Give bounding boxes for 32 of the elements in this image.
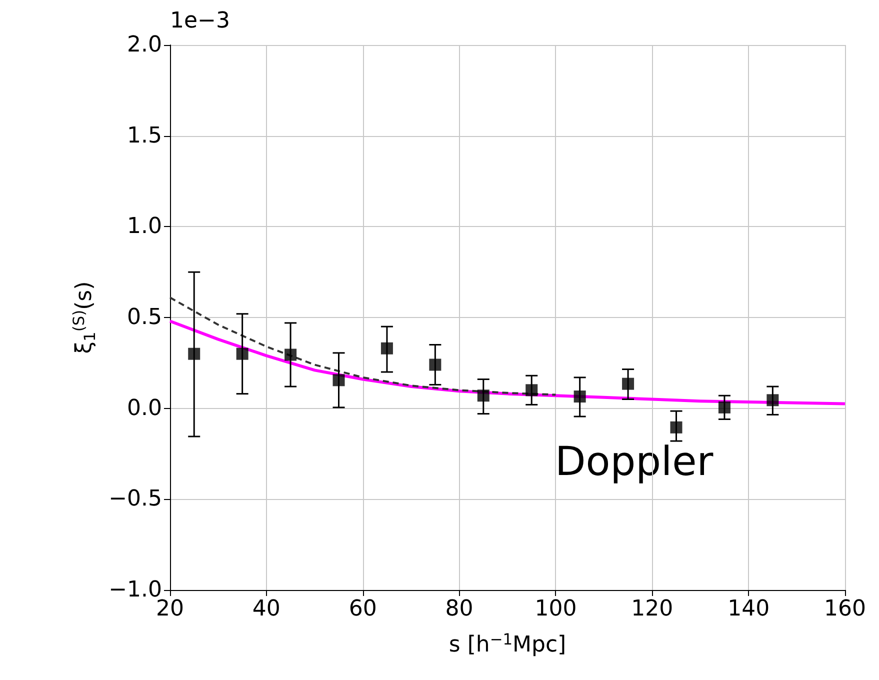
y-tick-label: 1.5 — [127, 123, 162, 148]
y-axis-title: ξ1(S)(s) — [70, 281, 100, 354]
x-tick-label: 160 — [824, 596, 866, 622]
point — [622, 378, 634, 390]
y-tick-label: 2.0 — [127, 32, 162, 58]
point — [574, 390, 586, 403]
x-tick-label: 40 — [252, 596, 280, 622]
point — [188, 348, 200, 360]
x-tick-label: 20 — [156, 596, 184, 622]
text: 1e−3 — [170, 8, 230, 34]
y-tick-label: 0.0 — [127, 396, 162, 421]
x-tick-label: 100 — [534, 596, 577, 622]
line-series — [169, 296, 557, 396]
point — [429, 358, 442, 371]
x-tick-label: 120 — [631, 596, 674, 622]
point — [670, 421, 682, 434]
point — [766, 394, 779, 406]
point — [332, 374, 345, 386]
point — [718, 401, 730, 414]
y-tick-label: −0.5 — [108, 486, 162, 512]
x-tick-label: 60 — [348, 596, 377, 622]
point — [284, 348, 297, 361]
y-tick-label: 0.5 — [127, 305, 162, 330]
y-tick-label: 1.0 — [127, 214, 162, 240]
annotation: Doppler — [555, 439, 714, 485]
point — [526, 384, 538, 396]
line-series — [168, 320, 846, 406]
point — [477, 390, 490, 402]
x-tick-label: 80 — [445, 596, 474, 622]
point — [236, 348, 248, 360]
point — [380, 342, 393, 354]
x-tick-label: 140 — [728, 596, 770, 622]
